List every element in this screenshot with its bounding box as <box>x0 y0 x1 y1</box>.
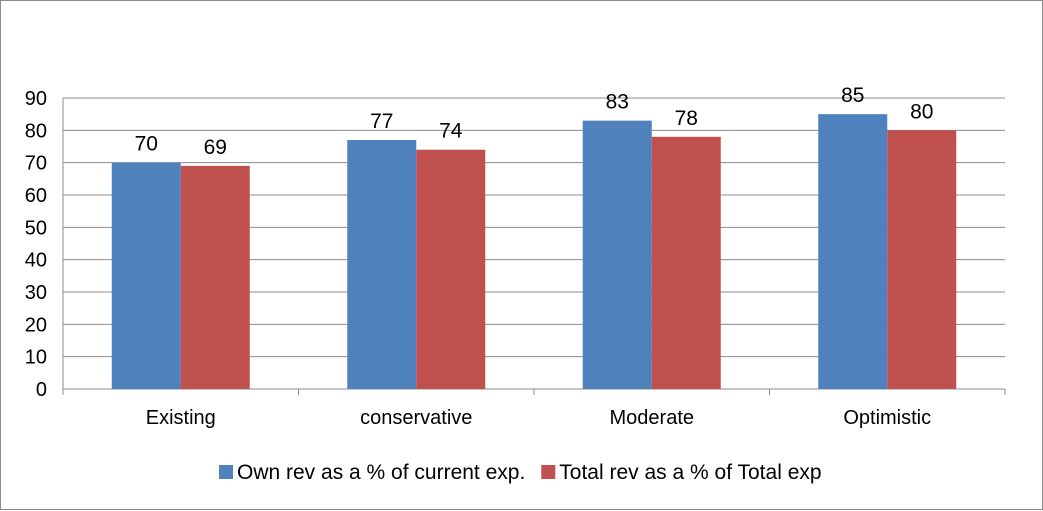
y-tick-label: 0 <box>36 379 47 401</box>
legend-swatch <box>219 465 233 479</box>
bar-total-rev <box>651 136 721 389</box>
x-category-label: Moderate <box>610 407 695 429</box>
bar-total-rev <box>887 130 957 390</box>
legend-label: Total rev as a % of Total exp <box>559 461 821 484</box>
y-tick-label: 20 <box>25 314 47 336</box>
x-category-label: Optimistic <box>843 407 931 429</box>
data-label: 69 <box>204 136 227 159</box>
y-tick-label: 50 <box>25 217 47 239</box>
x-category-label: Existing <box>146 407 216 429</box>
y-tick-label: 80 <box>25 120 47 142</box>
y-tick-label: 40 <box>25 250 47 272</box>
data-label: 80 <box>910 100 933 123</box>
bar-own-rev <box>818 114 888 390</box>
legend-swatch <box>541 465 556 479</box>
legend: Own rev as a % of current exp. Total rev … <box>219 461 822 484</box>
y-tick-label: 90 <box>25 88 47 110</box>
data-label: 83 <box>606 91 629 114</box>
data-label: 74 <box>439 120 463 143</box>
bar-own-rev <box>347 140 417 389</box>
data-label: 77 <box>370 110 393 133</box>
legend-label: Own rev as a % of current exp. <box>237 461 525 484</box>
data-label: 85 <box>841 84 864 107</box>
bars <box>111 114 957 390</box>
data-label: 78 <box>675 107 698 130</box>
bar-total-rev <box>180 165 250 389</box>
data-label: 70 <box>135 133 158 156</box>
bar-total-rev <box>416 149 486 389</box>
y-tick-label: 70 <box>25 153 47 175</box>
labels: 0 10 20 30 40 50 60 70 80 90 70 69 Existing 77 74 conse… <box>25 84 934 429</box>
y-tick-label: 60 <box>25 185 47 207</box>
bar-own-rev <box>582 120 652 389</box>
bar-own-rev <box>111 162 181 389</box>
y-tick-label: 10 <box>25 347 47 369</box>
x-category-label: conservative <box>360 407 472 429</box>
y-tick-label: 30 <box>25 282 47 304</box>
